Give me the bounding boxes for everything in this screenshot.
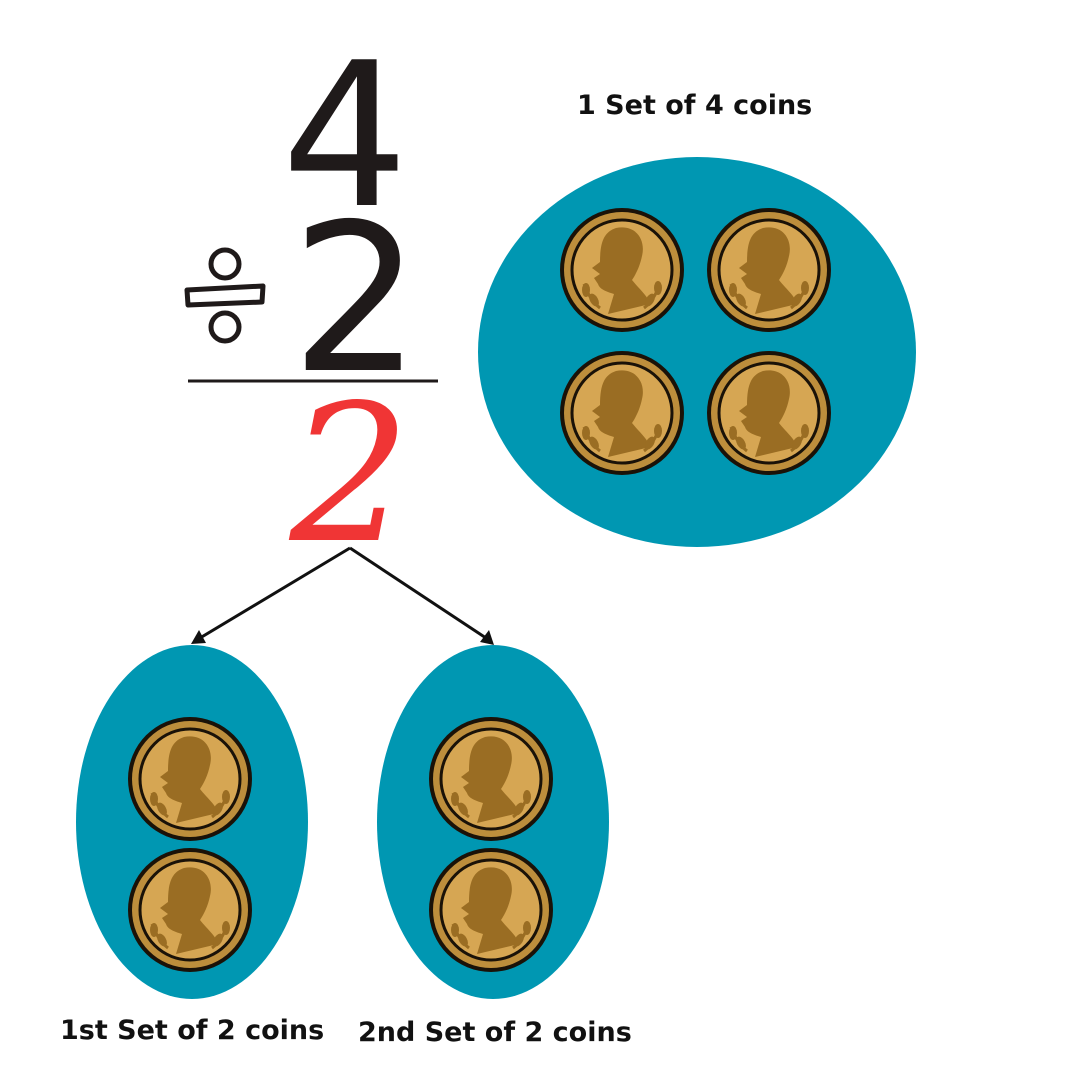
divisor: 2	[291, 181, 421, 419]
coin-icon	[427, 715, 555, 843]
coin-icon	[705, 206, 833, 334]
oval-four-coins	[478, 157, 916, 547]
coin-icon	[427, 846, 555, 974]
label-second-set: 2nd Set of 2 coins	[358, 1017, 632, 1048]
label-whole-set: 1 Set of 4 coins	[577, 90, 813, 121]
dividend: 4	[281, 20, 408, 253]
arrow-icon	[349, 546, 494, 645]
quotient: 2	[289, 364, 411, 585]
coin-icon	[558, 206, 686, 334]
division-sign-icon	[184, 247, 266, 344]
coin-icon	[558, 349, 686, 477]
arrow-icon	[191, 546, 351, 644]
label-first-set: 1st Set of 2 coins	[60, 1015, 325, 1046]
coin-icon	[705, 349, 833, 477]
coin-icon	[126, 715, 254, 843]
coin-icon	[126, 846, 254, 974]
